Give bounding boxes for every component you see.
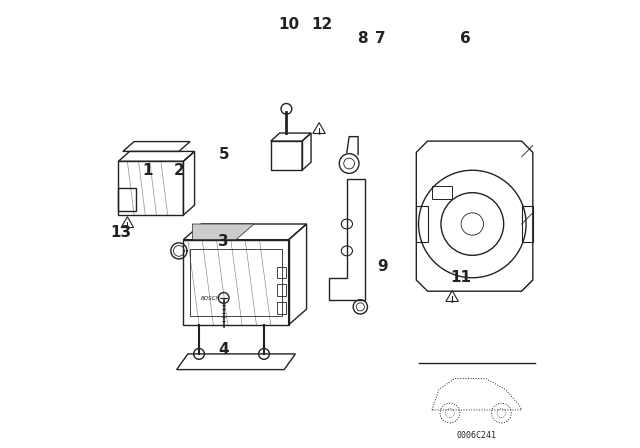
Polygon shape [192,224,254,240]
Text: 11: 11 [451,270,472,285]
Bar [278,267,285,278]
Text: 13: 13 [110,225,131,241]
Text: 7: 7 [375,30,386,46]
Text: 8: 8 [357,30,368,46]
Bar [190,249,282,316]
Bar [432,186,452,199]
Bar [522,206,533,242]
Text: 6: 6 [460,30,471,46]
Text: 9: 9 [378,259,388,274]
Text: 4: 4 [218,342,229,357]
Bar [417,206,428,242]
Text: 5: 5 [218,147,229,162]
Text: 10: 10 [278,17,300,32]
Bar [278,284,285,296]
Text: 3: 3 [218,234,229,250]
Text: 2: 2 [173,163,184,178]
Bar [118,188,136,211]
Text: 0006C241: 0006C241 [457,431,497,440]
Bar [278,302,285,314]
Text: 1: 1 [142,163,153,178]
Text: 12: 12 [312,17,333,32]
Bar [271,141,302,170]
Text: BOSCH: BOSCH [202,296,221,301]
